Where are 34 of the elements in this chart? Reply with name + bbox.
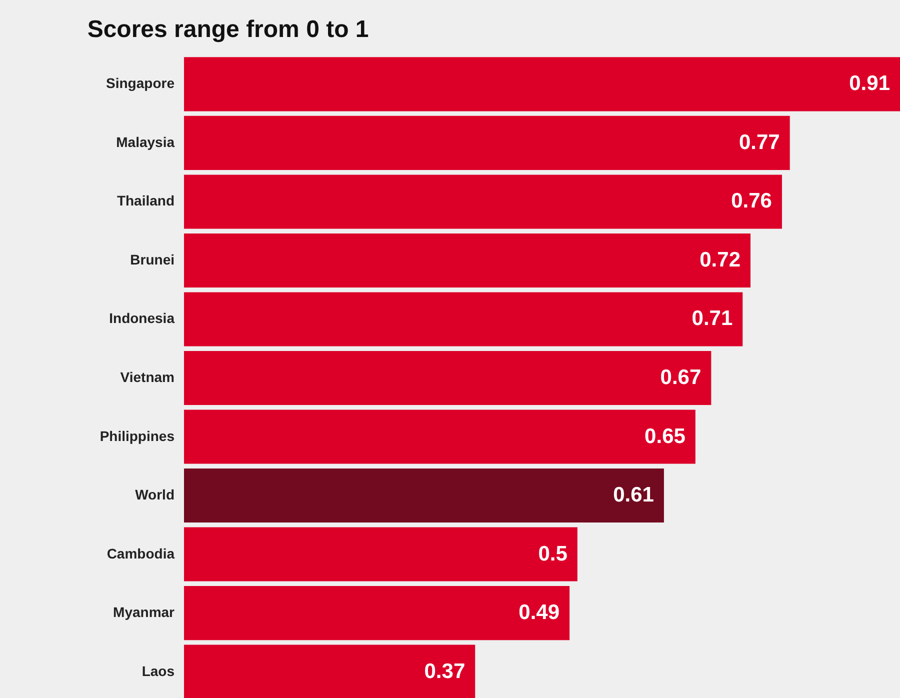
data-label: 0.67 [660,366,702,389]
data-label: 0.72 [700,248,741,272]
bar [184,57,900,112]
y-tick-label: Vietnam [120,369,174,385]
text: Scores range from 0 to 1 [87,16,369,43]
bar [184,527,578,582]
data-label: 0.65 [644,424,686,448]
y-tick-label: Cambodia [106,545,175,562]
y-tick-label: Singapore [106,75,175,92]
data-label: 0.49 [518,601,560,624]
bar [184,644,476,698]
y-tick-label: Indonesia [109,310,175,326]
data-label: 0.5 [538,542,568,566]
data-label: 0.37 [424,660,466,683]
data-label: 0.71 [692,307,733,330]
bar [184,586,570,640]
data-label: 0.77 [738,130,780,154]
bar [184,174,782,229]
bar [184,292,743,346]
bar [184,410,696,464]
data-label: 0.61 [613,484,654,507]
y-tick-label: Philippines [100,428,175,444]
y-tick-label: World [135,486,174,503]
data-label: 0.76 [731,190,772,213]
y-tick-label: Laos [142,662,175,679]
data-label: 0.91 [849,72,890,96]
y-tick-label: Thailand [116,192,174,209]
bar [184,116,790,170]
y-tick-label: Malaysia [116,134,175,150]
y-tick-label: Myanmar [113,604,176,620]
bar [184,468,664,523]
bar [184,233,751,288]
y-tick-label: Brunei [130,251,174,268]
bar [184,350,712,406]
